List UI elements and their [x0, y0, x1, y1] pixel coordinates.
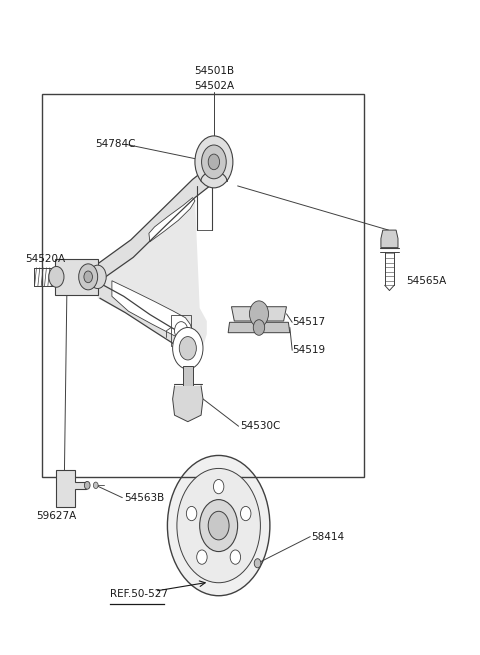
Circle shape	[49, 267, 64, 288]
Polygon shape	[231, 307, 287, 321]
Circle shape	[89, 265, 106, 289]
Text: 59627A: 59627A	[36, 511, 76, 521]
Text: 54563B: 54563B	[124, 493, 164, 502]
Text: 54520A: 54520A	[25, 254, 66, 265]
Circle shape	[230, 550, 240, 564]
Circle shape	[179, 337, 196, 360]
Circle shape	[173, 328, 203, 369]
Circle shape	[214, 479, 224, 494]
Text: 54530C: 54530C	[240, 421, 280, 431]
Circle shape	[200, 500, 238, 552]
Bar	[55, 259, 97, 295]
Polygon shape	[228, 322, 290, 333]
Circle shape	[79, 264, 97, 290]
Polygon shape	[97, 166, 212, 373]
Circle shape	[168, 455, 270, 595]
Circle shape	[197, 550, 207, 564]
Circle shape	[240, 506, 251, 521]
Polygon shape	[149, 198, 195, 242]
Circle shape	[253, 320, 264, 335]
Circle shape	[177, 468, 261, 583]
Polygon shape	[56, 470, 86, 507]
Text: 58414: 58414	[311, 532, 344, 542]
Circle shape	[84, 271, 93, 283]
Circle shape	[250, 301, 268, 327]
Bar	[171, 314, 191, 346]
Polygon shape	[381, 230, 398, 248]
Circle shape	[84, 481, 90, 489]
Text: REF.50-527: REF.50-527	[109, 589, 168, 599]
Circle shape	[94, 482, 98, 489]
Text: 54517: 54517	[292, 317, 325, 328]
Text: 54784C: 54784C	[96, 140, 136, 149]
Polygon shape	[112, 281, 192, 342]
Text: 54502A: 54502A	[194, 81, 234, 91]
Polygon shape	[97, 166, 212, 281]
Text: 54519: 54519	[292, 345, 325, 355]
Circle shape	[208, 154, 219, 170]
Bar	[42, 94, 364, 477]
Text: 54565A: 54565A	[406, 276, 446, 286]
Circle shape	[195, 136, 233, 188]
Circle shape	[202, 145, 226, 179]
Polygon shape	[183, 366, 192, 386]
Polygon shape	[173, 386, 203, 422]
Circle shape	[208, 512, 229, 540]
Polygon shape	[97, 282, 189, 351]
Circle shape	[186, 506, 197, 521]
Text: 54501B: 54501B	[194, 66, 234, 76]
Circle shape	[254, 559, 261, 568]
Circle shape	[175, 322, 188, 340]
